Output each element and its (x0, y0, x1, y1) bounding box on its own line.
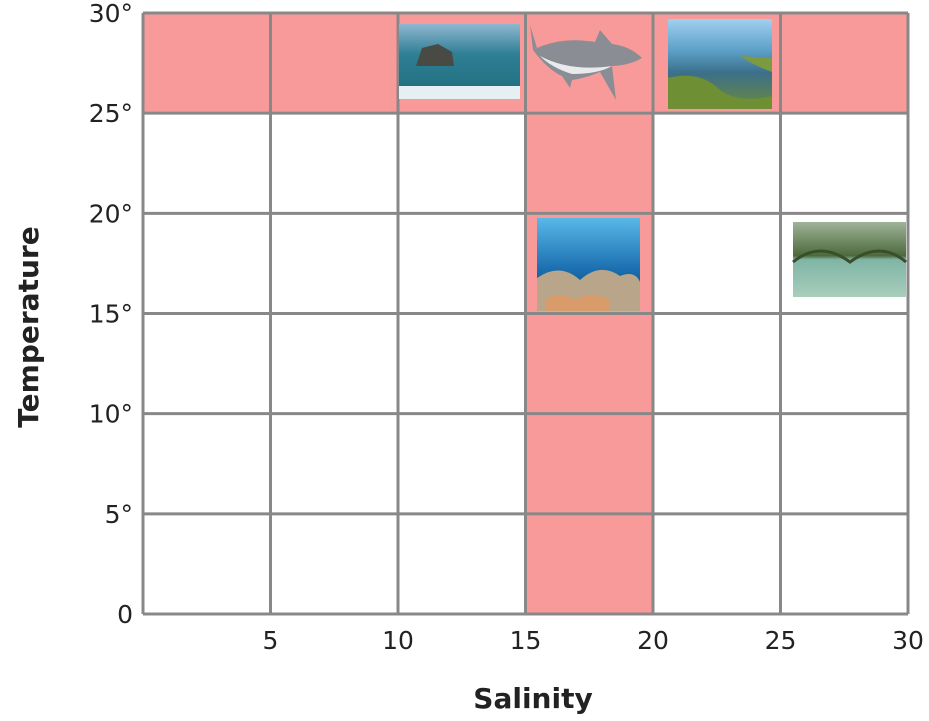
y-tick-label: 25° (89, 99, 133, 128)
mangrove-image (793, 222, 906, 297)
x-tick-label: 25 (765, 626, 797, 655)
y-tick-label: 15° (89, 300, 133, 329)
x-tick-label: 20 (637, 626, 669, 655)
coral-reef-image (537, 218, 640, 311)
x-tick-label: 30 (892, 626, 924, 655)
x-tick-label: 10 (382, 626, 414, 655)
x-tick-label: 15 (510, 626, 542, 655)
y-axis-label: Temperature (12, 226, 45, 427)
x-axis-label: Salinity (473, 682, 592, 715)
estuary-image (668, 19, 772, 109)
diagram: 5 10 15 20 25 30 0 5° 10° 15° 20° 25° 30° Salinity T… (0, 0, 929, 721)
y-tick-label: 0 (117, 600, 133, 629)
y-tick-label: 20° (89, 199, 133, 228)
rocky-coast-image (399, 24, 520, 99)
x-tick-label: 5 (263, 626, 279, 655)
y-tick-label: 10° (89, 400, 133, 429)
y-tick-label: 30° (89, 0, 133, 28)
y-tick-label: 5° (105, 500, 133, 529)
